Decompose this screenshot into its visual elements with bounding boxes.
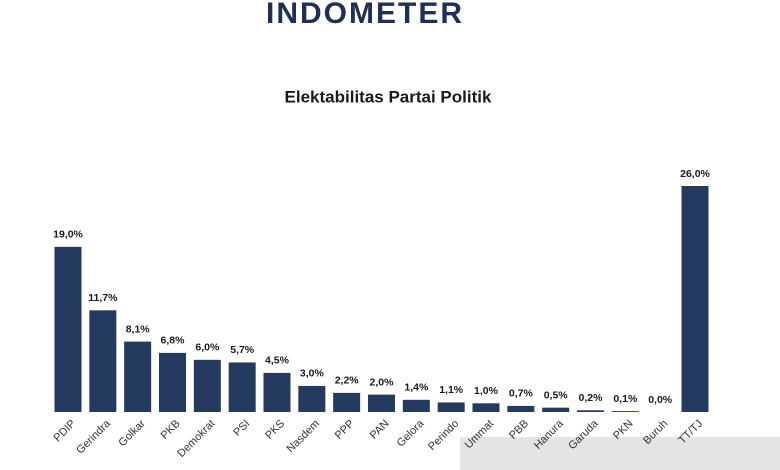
- bar: [472, 403, 500, 412]
- value-label: 8,1%: [126, 323, 151, 335]
- value-label: 0,1%: [613, 393, 638, 405]
- bar: [159, 352, 186, 412]
- logo: INDOMETER: [266, 0, 464, 30]
- value-label: 5,7%: [230, 344, 255, 356]
- bar: [298, 385, 326, 412]
- x-tick-label: PAN: [368, 418, 392, 442]
- bar: [124, 341, 152, 412]
- value-label: 3,0%: [300, 368, 325, 380]
- bar: [368, 394, 395, 412]
- x-tick-label: Nasdem: [285, 418, 322, 455]
- bar: [193, 359, 221, 412]
- bar: [263, 372, 291, 412]
- bar: [228, 362, 256, 412]
- bar: [402, 399, 430, 412]
- bar: [681, 186, 709, 412]
- value-label: 1,1%: [439, 384, 464, 396]
- x-tick-label: Demokrat: [175, 418, 217, 460]
- bar: [89, 310, 117, 412]
- x-tick-label: Gelora: [395, 417, 427, 449]
- value-label: 6,0%: [195, 342, 220, 354]
- bar: [542, 407, 570, 412]
- x-tick-label: PDIP: [52, 418, 79, 445]
- value-label: 26,0%: [680, 168, 710, 180]
- value-label: 0,0%: [648, 394, 673, 406]
- bar: [611, 411, 639, 412]
- bar: [437, 402, 465, 412]
- x-tick-label: PKS: [263, 418, 287, 442]
- footer-band: [460, 437, 780, 470]
- value-label: 1,4%: [404, 382, 429, 394]
- bar: [507, 405, 535, 412]
- bar: [333, 392, 361, 412]
- value-label: 0,2%: [579, 392, 604, 404]
- bar: [54, 246, 82, 412]
- bar: [577, 410, 604, 412]
- value-label: 1,0%: [474, 385, 499, 397]
- x-tick-label: PSI: [231, 418, 252, 439]
- value-label: 2,0%: [370, 376, 395, 388]
- value-label: 4,5%: [265, 355, 290, 367]
- value-label: 2,2%: [335, 375, 360, 387]
- chart-title: Elektabilitas Partai Politik: [285, 87, 492, 106]
- x-tick-label: Gerindra: [74, 417, 113, 456]
- x-tick-label: Golkar: [116, 417, 148, 449]
- x-tick-label: PPP: [333, 418, 357, 442]
- x-tick-label: PKB: [159, 418, 183, 442]
- value-label: 19,0%: [53, 229, 83, 241]
- value-label: 0,5%: [544, 389, 569, 401]
- value-label: 6,8%: [161, 335, 186, 347]
- value-label: 11,7%: [88, 292, 118, 304]
- value-label: 0,7%: [509, 388, 534, 400]
- x-tick-label: Perindo: [426, 418, 461, 453]
